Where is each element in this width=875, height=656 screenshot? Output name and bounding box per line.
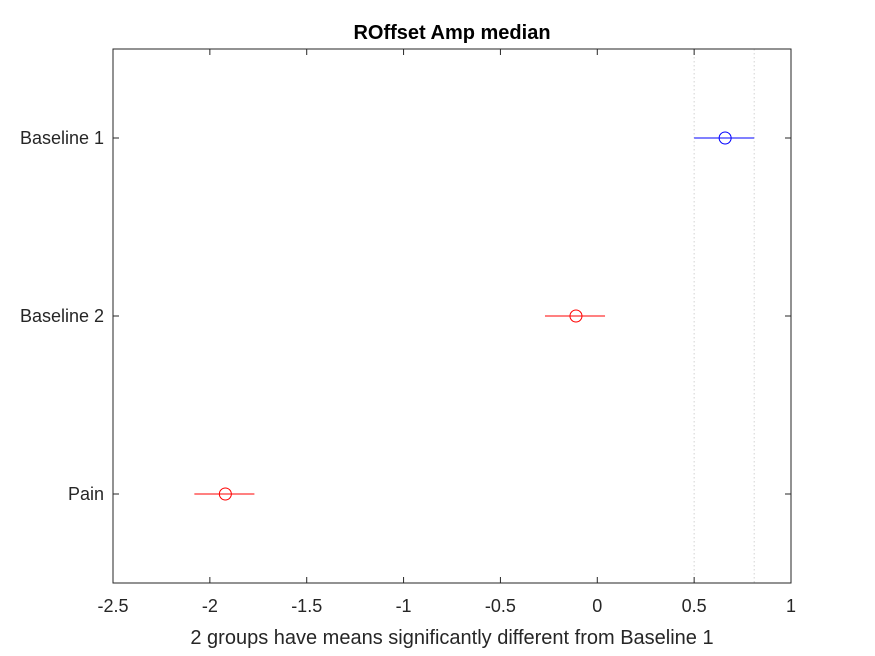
x-axis-ticks: -2.5 -2 -1.5 -1 -0.5 0 0.5 1: [97, 49, 796, 616]
group-mean-marker: [218, 487, 232, 501]
x-tick-label: 0.5: [682, 596, 707, 616]
x-tick-label: 1: [786, 596, 796, 616]
group-mean-marker: [718, 131, 732, 145]
x-tick-label: -1.5: [291, 596, 322, 616]
y-tick-label: Baseline 1: [20, 128, 104, 148]
x-tick-label: -1: [396, 596, 412, 616]
x-tick-label: -0.5: [485, 596, 516, 616]
x-tick-label: -2: [202, 596, 218, 616]
x-tick-label: -2.5: [97, 596, 128, 616]
y-tick-label: Baseline 2: [20, 306, 104, 326]
x-axis-label: 2 groups have means significantly differ…: [190, 627, 713, 649]
chart-title: ROffset Amp median: [353, 22, 550, 44]
y-tick-label: Pain: [68, 484, 104, 504]
y-axis-ticks: Baseline 1 Baseline 2 Pain: [20, 128, 791, 504]
group-mean-marker: [569, 309, 583, 323]
group-intervals: [194, 131, 755, 501]
x-tick-label: 0: [592, 596, 602, 616]
